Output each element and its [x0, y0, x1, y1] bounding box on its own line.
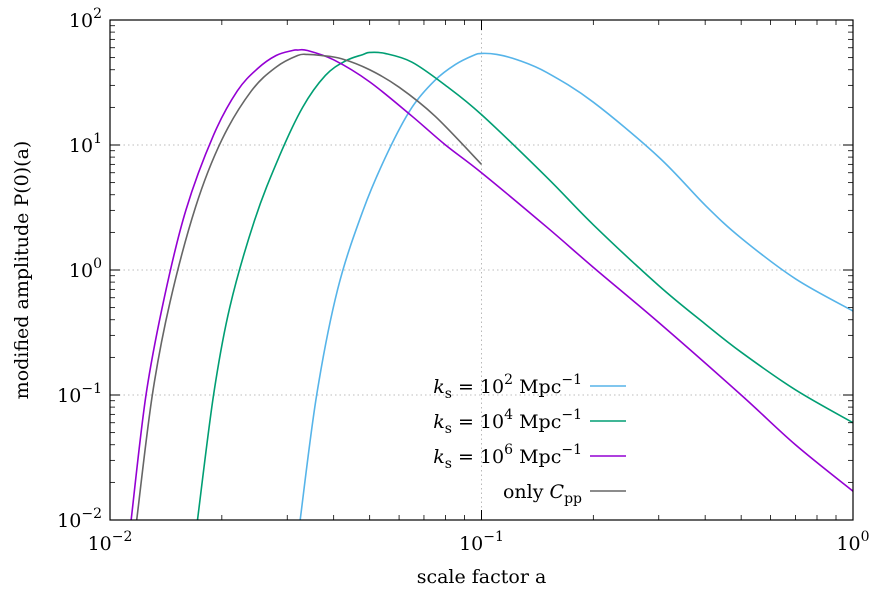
- series-line-3: [130, 48, 853, 520]
- legend: ks = 102 Mpc−1 ks = 104 Mpc−1 ks = 106 Mpc…: [433, 372, 626, 507]
- legend-item-2: ks = 104 Mpc−1: [433, 407, 626, 437]
- x-tick-label: 100: [836, 529, 869, 555]
- legend-label: ks = 106 Mpc−1: [433, 442, 582, 472]
- grid-lines: [110, 20, 853, 520]
- tick-marks: [109, 19, 854, 521]
- y-tick-label: 100: [69, 256, 102, 282]
- series-line-4: [135, 53, 483, 520]
- y-tick-labels: 10−2 10−1 100 101 102: [57, 6, 102, 532]
- legend-item-4: only Cpp: [503, 481, 626, 507]
- legend-label: ks = 102 Mpc−1: [433, 372, 582, 402]
- y-tick-label: 101: [69, 131, 102, 157]
- x-axis-label: scale factor a: [417, 566, 547, 588]
- y-axis-label: modified amplitude P(0)(a): [11, 141, 33, 400]
- legend-label: only Cpp: [503, 481, 582, 507]
- legend-label: ks = 104 Mpc−1: [433, 407, 582, 437]
- x-tick-labels: 10−2 10−1 100: [88, 529, 870, 555]
- legend-item-3: ks = 106 Mpc−1: [433, 442, 626, 472]
- plot-frame: [109, 19, 854, 521]
- y-tick-label: 102: [69, 6, 102, 32]
- x-tick-label: 10−2: [88, 529, 133, 555]
- series-line-2: [196, 51, 853, 520]
- y-tick-label: 10−2: [57, 506, 102, 532]
- data-curves: [130, 48, 853, 520]
- y-tick-label: 10−1: [57, 381, 102, 407]
- x-tick-label: 10−1: [459, 529, 504, 555]
- legend-item-1: ks = 102 Mpc−1: [433, 372, 626, 402]
- series-line-1: [299, 52, 853, 520]
